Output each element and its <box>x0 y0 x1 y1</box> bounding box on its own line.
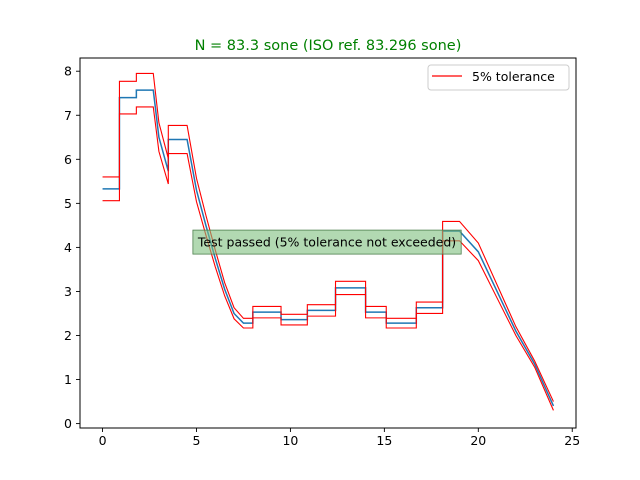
chart-title: N = 83.3 sone (ISO ref. 83.296 sone) <box>195 38 462 54</box>
x-axis: 0 5 10 15 20 25 <box>99 428 580 448</box>
y-tick-label: 5 <box>64 196 72 211</box>
y-tick-label: 3 <box>64 284 72 299</box>
y-tick-label: 8 <box>64 64 72 79</box>
axes-frame <box>79 57 577 429</box>
y-axis: 0 1 2 3 4 5 6 7 8 <box>64 64 80 431</box>
annotation-layer: Test passed (5% tolerance not exceeded) <box>192 229 462 255</box>
annotation-box <box>192 229 462 255</box>
x-tick-label: 10 <box>282 433 298 448</box>
legend-box <box>427 64 570 91</box>
legend-label: 5% tolerance <box>472 69 555 84</box>
x-tick-label: 0 <box>99 433 107 448</box>
y-tick-label: 2 <box>64 328 72 343</box>
x-tick-label: 15 <box>376 433 392 448</box>
y-tick-label: 6 <box>64 152 72 167</box>
x-tick-label: 5 <box>193 433 201 448</box>
legend: 5% tolerance <box>427 64 570 91</box>
plot-area: Test passed (5% tolerance not exceeded) … <box>64 57 580 448</box>
x-tick-label: 20 <box>470 433 486 448</box>
y-tick-label: 7 <box>64 108 72 123</box>
annotation-text: Test passed (5% tolerance not exceeded) <box>197 235 456 250</box>
y-tick-label: 1 <box>64 372 72 387</box>
x-tick-label: 25 <box>564 433 580 448</box>
y-tick-label: 0 <box>64 416 72 431</box>
y-tick-label: 4 <box>64 240 72 255</box>
